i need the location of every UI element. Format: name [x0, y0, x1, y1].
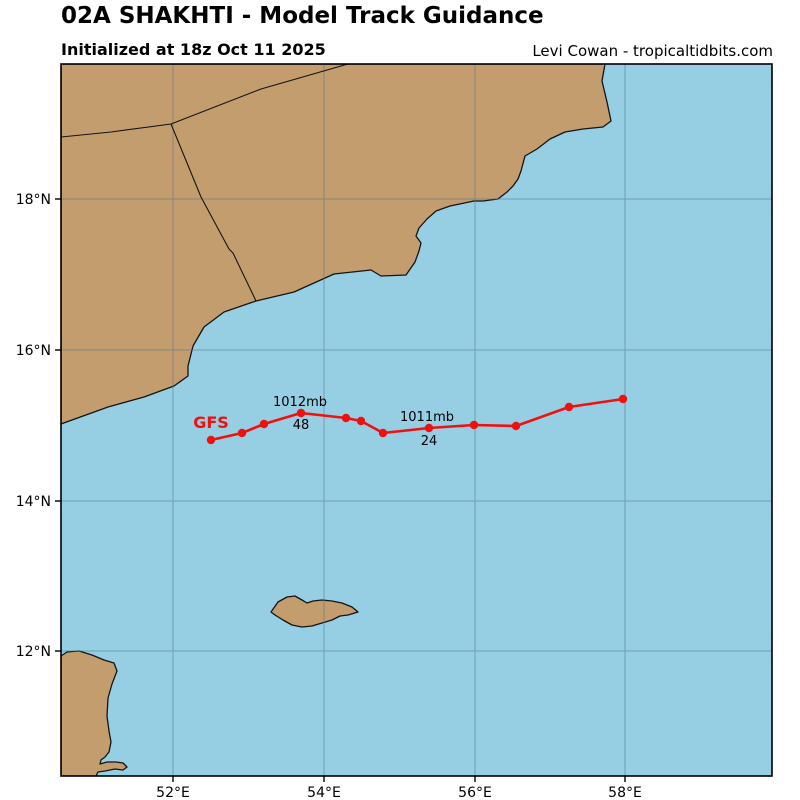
x-tick-label-52°E: 52°E [156, 785, 190, 800]
x-tick-label-56°E: 56°E [458, 785, 492, 800]
border-west [61, 123, 172, 138]
init-time-label: Initialized at 18z Oct 11 2025 [61, 40, 326, 59]
track-point-3 [296, 408, 306, 418]
track-point-7 [424, 423, 434, 433]
land-socotra-island [270, 595, 359, 628]
plot-frame [60, 63, 773, 777]
track-point-8 [469, 420, 479, 430]
tick-label-layer: 52°E 54°E 56°E 58°E 18°N 16°N 14°N 12°N [16, 192, 642, 800]
track-point-1 [237, 428, 247, 438]
border-northeast [170, 64, 349, 125]
track-point-6 [378, 428, 388, 438]
track-point-2 [259, 419, 269, 429]
model-name-label: GFS [193, 413, 229, 432]
track-point-9 [511, 421, 521, 431]
y-tick-label-12°N: 12°N [16, 644, 51, 660]
pressure-label-24h: 1011mb [400, 410, 454, 425]
y-tick-label-16°N: 16°N [16, 343, 51, 359]
track-point-11 [618, 394, 628, 404]
annotation-layer: GFS 1012mb 48 1011mb 24 [193, 395, 454, 449]
land-layer [61, 64, 612, 776]
credit-label: Levi Cowan - tropicaltidbits.com [532, 42, 773, 60]
border-south [170, 123, 257, 302]
tick-layer [55, 198, 626, 782]
track-point-4 [341, 413, 351, 423]
hour-label-48: 48 [293, 418, 310, 433]
border-layer [61, 64, 349, 302]
graticule-layer [61, 64, 772, 776]
model-track [206, 394, 628, 445]
hour-label-24: 24 [421, 434, 438, 449]
track-point-0 [206, 435, 216, 445]
page-title: 02A SHAKHTI - Model Track Guidance [61, 3, 544, 29]
track-point-5 [356, 416, 366, 426]
y-tick-label-18°N: 18°N [16, 192, 51, 208]
x-tick-label-54°E: 54°E [307, 785, 341, 800]
y-tick-label-14°N: 14°N [16, 494, 51, 510]
pressure-label-48h: 1012mb [273, 395, 327, 410]
x-tick-label-58°E: 58°E [608, 785, 642, 800]
track-point-10 [564, 402, 574, 412]
land-arabian-peninsula [61, 64, 612, 425]
land-somalia-horn [61, 650, 128, 776]
